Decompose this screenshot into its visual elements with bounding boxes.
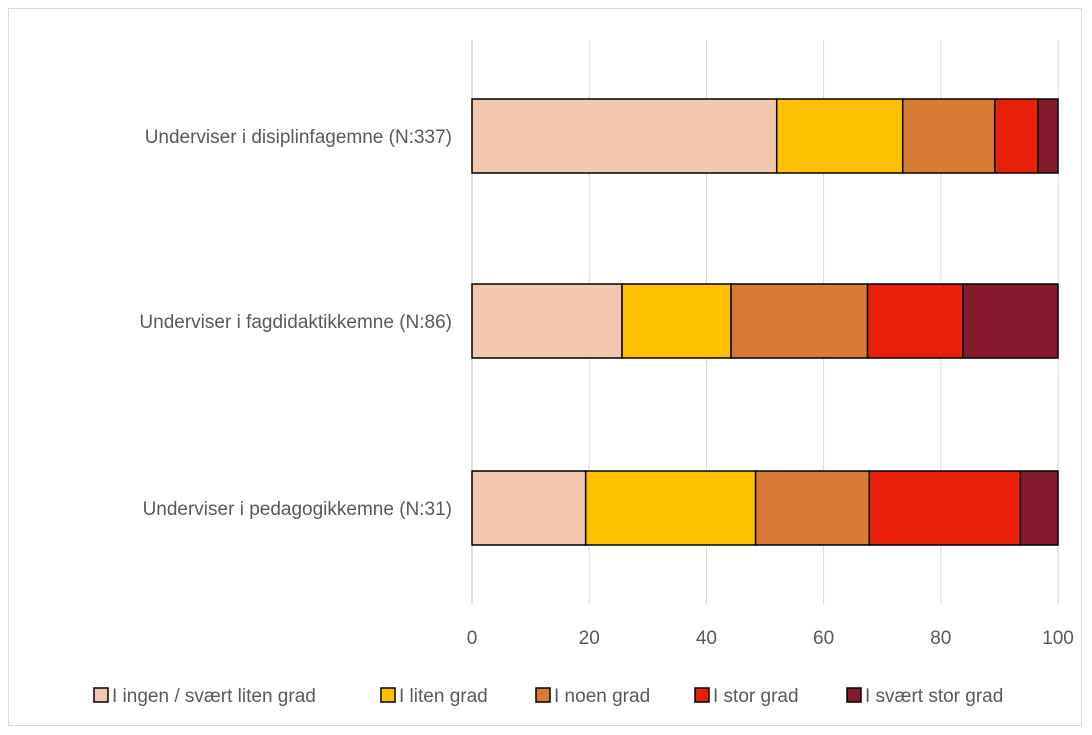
bar-segment — [471, 98, 778, 174]
legend-swatch — [694, 687, 710, 703]
legend-label: I noen grad — [554, 686, 650, 707]
x-tick-label: 40 — [696, 628, 717, 649]
bar-segment — [901, 98, 996, 174]
legend-swatch — [93, 687, 109, 703]
legend-label: I stor grad — [713, 686, 799, 707]
bar-segment — [471, 470, 587, 546]
bar-segment — [1037, 98, 1059, 174]
bar-segment — [621, 283, 732, 359]
x-tick-label: 20 — [579, 628, 600, 649]
bar-segment — [754, 470, 871, 546]
bar-segment — [730, 283, 869, 359]
bar-segment — [866, 283, 964, 359]
legend-swatch — [535, 687, 551, 703]
x-tick-label: 60 — [813, 628, 834, 649]
legend-label: I liten grad — [399, 686, 488, 707]
bar-segment — [584, 470, 757, 546]
legend-label: I ingen / svært liten grad — [112, 686, 316, 707]
legend-swatch — [846, 687, 862, 703]
legend-label: I svært stor grad — [865, 686, 1003, 707]
category-label: Underviser i disiplinfagemne (N:337) — [145, 127, 452, 148]
x-tick-label: 0 — [467, 628, 478, 649]
bar-segment — [993, 98, 1039, 174]
bar-segment — [775, 98, 904, 174]
x-tick-label: 80 — [930, 628, 951, 649]
x-tick-label: 100 — [1042, 628, 1074, 649]
bar-segment — [471, 283, 623, 359]
bar-segment — [868, 470, 1022, 546]
bar-segment — [1019, 470, 1059, 546]
bar-segment — [962, 283, 1059, 359]
category-label: Underviser i fagdidaktikkemne (N:86) — [139, 312, 452, 333]
category-label: Underviser i pedagogikkemne (N:31) — [143, 499, 452, 520]
legend-swatch — [380, 687, 396, 703]
